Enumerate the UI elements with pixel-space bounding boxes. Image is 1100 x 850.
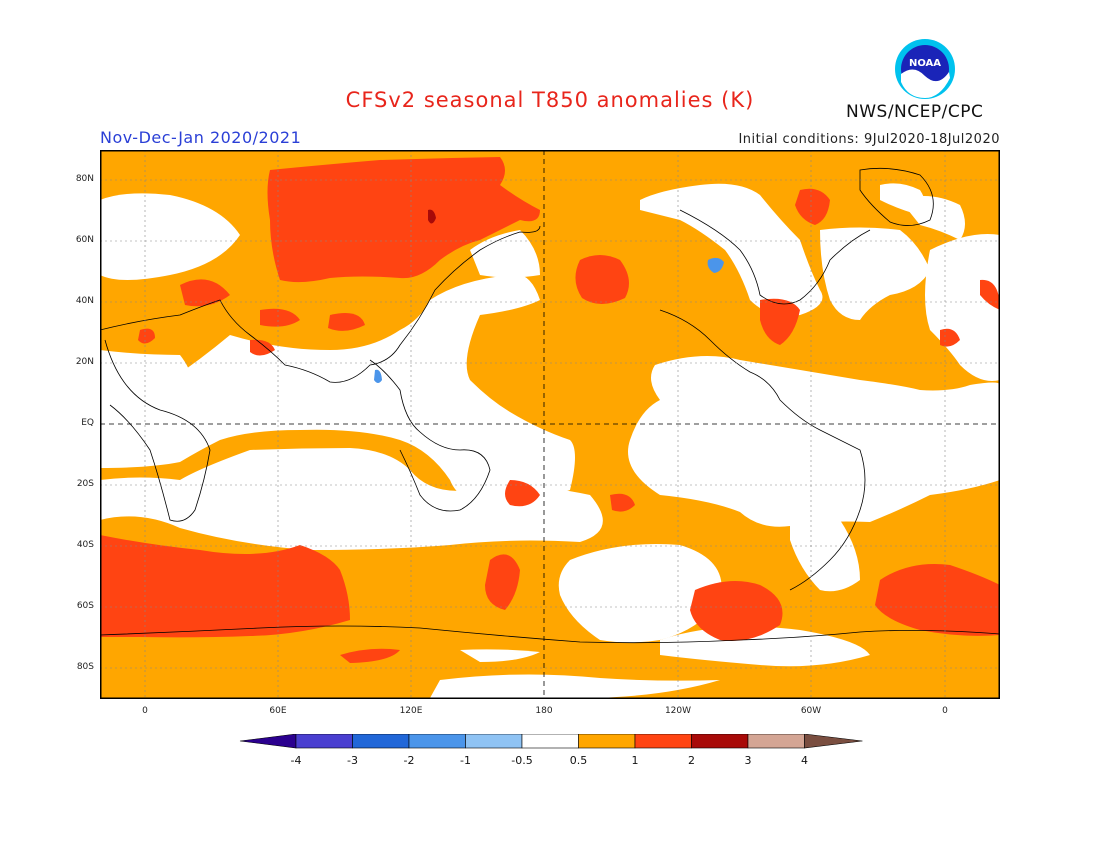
reference-lines <box>100 150 1000 699</box>
lat-label-20s: 20S <box>76 479 94 489</box>
lon-label-0-left: 0 <box>142 706 148 716</box>
colorbar-tick-label: 4 <box>801 754 808 767</box>
colorbar-tick-label: -1 <box>460 754 471 767</box>
lat-label-20n: 20N <box>75 357 94 367</box>
forecast-period: Nov-Dec-Jan 2020/2021 <box>100 128 302 147</box>
map-frame <box>100 150 1000 699</box>
colorbar-tick-label: 1 <box>631 754 639 767</box>
lat-label-40n: 40N <box>75 296 94 306</box>
lon-label-180: 180 <box>535 706 553 716</box>
colorbar-tick-label: -3 <box>347 754 358 767</box>
strong-warm-spot <box>428 209 436 224</box>
initial-conditions: Initial conditions: 9Jul2020-18Jul2020 <box>738 132 1000 147</box>
map-title: CFSv2 seasonal T850 anomalies (K) <box>345 88 755 112</box>
lat-label-60s: 60S <box>76 601 94 611</box>
colorbar-tick-label: -0.5 <box>511 754 533 767</box>
anomaly-map <box>100 150 1000 699</box>
near-zero-regions <box>100 183 1000 698</box>
colorbar-tick-label: -4 <box>290 754 302 767</box>
colorbar-box <box>352 734 410 749</box>
lat-label-80n: 80N <box>75 174 94 184</box>
colorbar-arrow-high <box>804 734 863 749</box>
lat-label-eq: EQ <box>81 418 94 428</box>
colorbar-box <box>408 734 466 749</box>
colorbar-box <box>521 734 579 749</box>
colorbar-tick-label: -2 <box>403 754 415 767</box>
lon-label-120w: 120W <box>664 706 692 716</box>
cool-anomaly-spots <box>374 257 724 383</box>
coastlines <box>100 167 1000 644</box>
colorbar-box <box>747 734 805 749</box>
lat-label-60n: 60N <box>75 235 94 245</box>
graticule <box>100 150 1000 699</box>
lat-label-40s: 40S <box>76 540 94 550</box>
colorbar-box <box>634 734 692 749</box>
colorbar-box <box>465 734 523 749</box>
colorbar-tick-label: 0.5 <box>569 754 588 767</box>
lon-label-0-right: 0 <box>942 706 948 716</box>
colorbar <box>239 734 863 749</box>
colorbar-box <box>295 734 353 749</box>
lat-label-80s: 80S <box>76 662 94 672</box>
lon-label-60e: 60E <box>269 706 287 716</box>
agency-label: NWS/NCEP/CPC <box>846 102 984 122</box>
colorbar-tick-label: 3 <box>744 754 752 767</box>
colorbar-box <box>691 734 749 749</box>
colorbar-arrow-low <box>239 734 297 749</box>
lon-label-60w: 60W <box>800 706 822 716</box>
noaa-logo: NOAA <box>895 39 955 99</box>
lon-label-120e: 120E <box>399 706 423 716</box>
colorbar-box <box>578 734 636 749</box>
noaa-logo-text: NOAA <box>909 58 941 69</box>
colorbar-tick-label: 2 <box>688 754 695 767</box>
warm-anomaly-regions <box>100 157 1000 663</box>
